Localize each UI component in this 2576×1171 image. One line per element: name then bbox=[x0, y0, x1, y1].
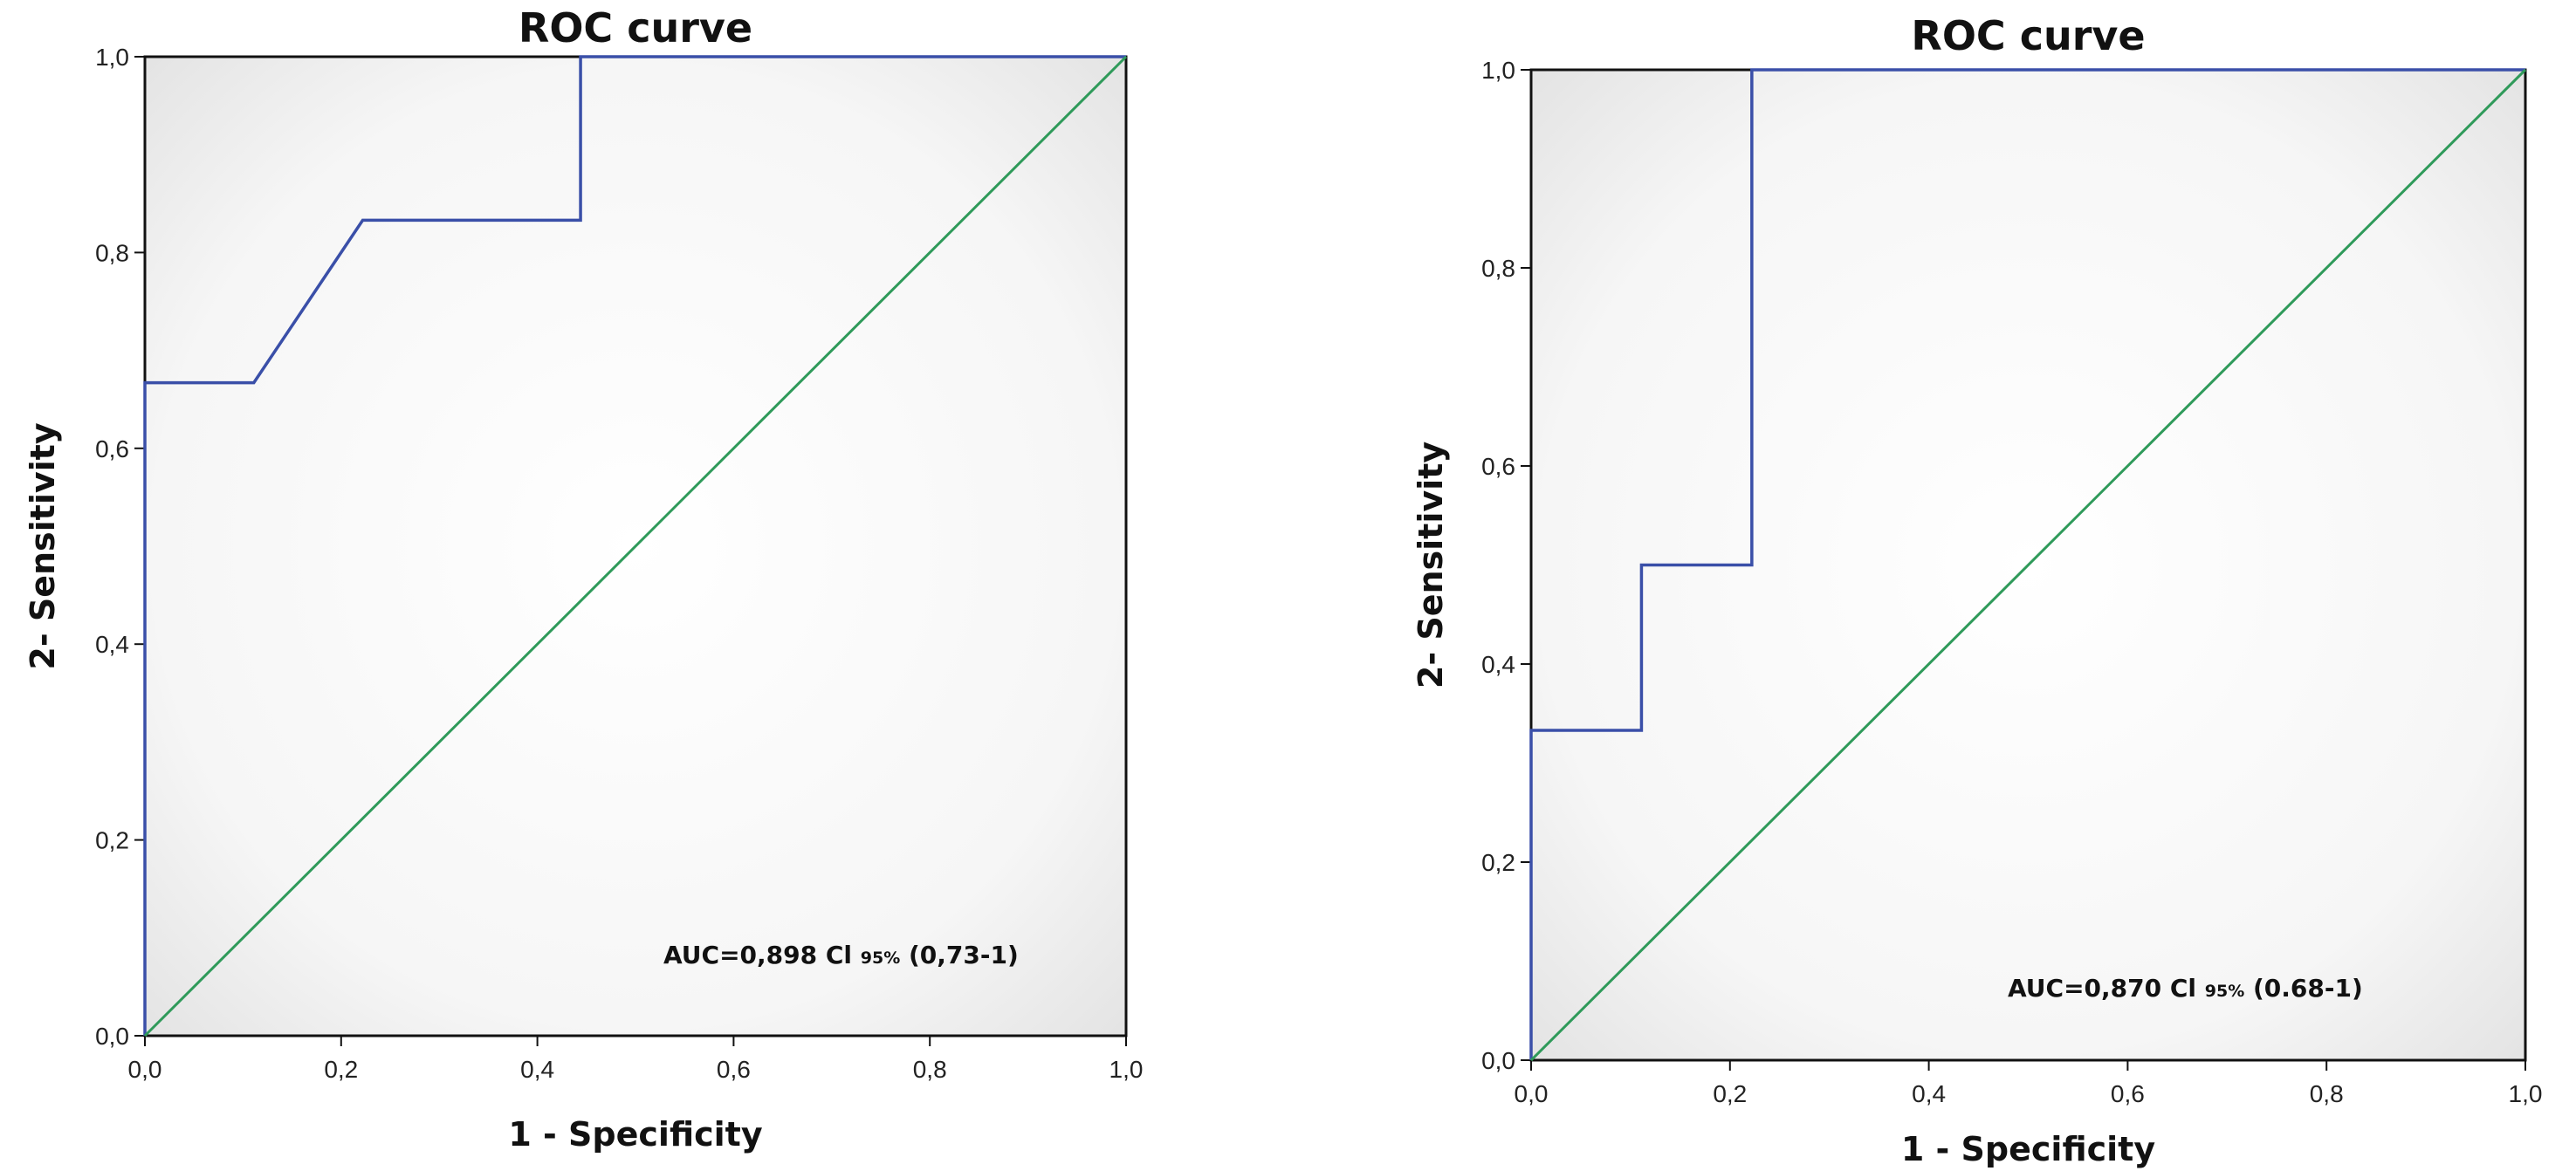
x-tick-label: 0,8 bbox=[913, 1056, 947, 1083]
y-tick-label: 0,4 bbox=[95, 631, 129, 658]
y-tick-label: 1,0 bbox=[1481, 57, 1515, 84]
y-tick-label: 0,6 bbox=[1481, 453, 1515, 480]
roc-curve-line bbox=[143, 55, 1126, 1036]
x-tick-label: 0,6 bbox=[717, 1056, 751, 1083]
y-tick-label: 1,0 bbox=[95, 44, 129, 71]
x-tick-label: 0,4 bbox=[1912, 1080, 1946, 1107]
y-tick-label: 0,8 bbox=[1481, 255, 1515, 282]
ci-level: 95% bbox=[2205, 982, 2244, 1001]
x-tick-label: 0,0 bbox=[1515, 1080, 1549, 1107]
y-tick-label: 0,6 bbox=[95, 435, 129, 462]
x-axis-label: 1 - Specificity bbox=[1901, 1130, 2155, 1168]
reference-diagonal-line bbox=[1529, 68, 2527, 1062]
roc-chart-2: ROC curve 0,0 0,2 0,4 0,6 0,8 1,0 0,0 0,2 0,4 0,6 0… bbox=[1412, 12, 2542, 1168]
x-tick-label: 1,0 bbox=[2509, 1080, 2543, 1107]
y-axis-label: 2- Sensitivity bbox=[24, 422, 62, 669]
reference-diagonal-line bbox=[143, 55, 1128, 1037]
roc-curve-line bbox=[1529, 68, 2525, 1060]
chart-title: ROC curve bbox=[1911, 12, 2145, 59]
x-tick-label: 0,2 bbox=[324, 1056, 358, 1083]
auc-value: AUC=0,870 Cl bbox=[2008, 974, 2205, 1003]
x-tick-label: 1,0 bbox=[1109, 1056, 1144, 1083]
x-tick-label: 0,0 bbox=[128, 1056, 162, 1083]
x-tick-label: 0,8 bbox=[2310, 1080, 2344, 1107]
y-tick-label: 0,4 bbox=[1481, 651, 1515, 678]
auc-annotation: AUC=0,898 Cl 95% (0,73-1) bbox=[663, 941, 1019, 969]
y-tick-label: 0,0 bbox=[95, 1023, 129, 1050]
auc-value: AUC=0,898 Cl bbox=[663, 941, 861, 969]
ci-range: (0.68-1) bbox=[2244, 974, 2363, 1003]
x-tick-label: 0,4 bbox=[520, 1056, 554, 1083]
y-tick-label: 0,8 bbox=[95, 239, 129, 266]
x-axis-label: 1 - Specificity bbox=[508, 1115, 762, 1154]
y-tick-label: 0,0 bbox=[1481, 1047, 1515, 1074]
x-tick-label: 0,6 bbox=[2111, 1080, 2145, 1107]
auc-annotation: AUC=0,870 Cl 95% (0.68-1) bbox=[2008, 974, 2363, 1003]
ci-level: 95% bbox=[861, 948, 900, 968]
ci-range: (0,73-1) bbox=[900, 941, 1019, 969]
chart-title: ROC curve bbox=[519, 4, 752, 51]
x-tick-label: 0,2 bbox=[1713, 1080, 1747, 1107]
y-tick-label: 0,2 bbox=[95, 827, 129, 854]
y-tick-label: 0,2 bbox=[1481, 849, 1515, 876]
y-axis-label: 2- Sensitivity bbox=[1412, 442, 1450, 688]
roc-chart-1: ROC curve 0,0 0,2 0,4 0,6 0,8 1,0 0,0 0,2 0,4 0,6 0… bbox=[24, 4, 1143, 1154]
